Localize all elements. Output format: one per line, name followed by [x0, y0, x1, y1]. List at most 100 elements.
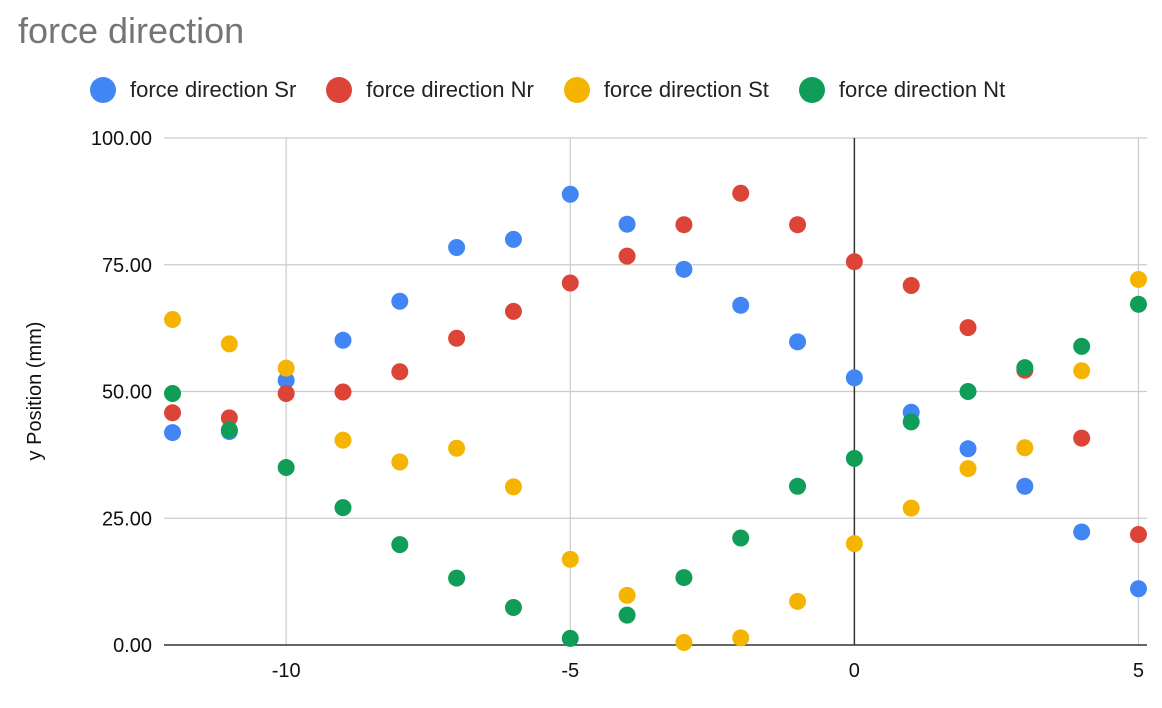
data-point[interactable]: [504, 598, 522, 616]
data-point[interactable]: [1129, 525, 1147, 543]
x-tick-label: 0: [849, 660, 860, 682]
data-point[interactable]: [1016, 477, 1034, 495]
data-point[interactable]: [448, 329, 466, 347]
y-tick-label: 0.00: [113, 635, 152, 657]
y-tick-label: 100.00: [91, 128, 152, 150]
data-point[interactable]: [902, 413, 920, 431]
data-point[interactable]: [504, 230, 522, 248]
data-point[interactable]: [789, 333, 807, 351]
data-point[interactable]: [1073, 523, 1091, 541]
legend-marker-st: [563, 77, 590, 103]
data-point[interactable]: [561, 274, 579, 292]
legend-label-nt: force direction Nt: [838, 77, 1006, 102]
legend-marker-sr: [90, 77, 116, 103]
data-point[interactable]: [561, 550, 579, 568]
data-point[interactable]: [391, 536, 409, 554]
data-point[interactable]: [334, 383, 352, 401]
data-point[interactable]: [845, 369, 863, 387]
series-3: [164, 295, 1147, 647]
data-point[interactable]: [675, 216, 693, 234]
x-tick-label: -10: [272, 660, 301, 682]
data-point[interactable]: [561, 185, 579, 203]
data-point[interactable]: [334, 431, 352, 449]
data-points: [164, 184, 1147, 651]
data-point[interactable]: [164, 311, 182, 329]
data-point[interactable]: [164, 385, 182, 403]
data-point[interactable]: [675, 260, 693, 278]
data-point[interactable]: [334, 331, 352, 349]
legend-item-sr[interactable]: force direction Sr: [90, 77, 296, 103]
legend-item-nt[interactable]: force direction Nt: [798, 77, 1006, 103]
y-tick-label: 50.00: [102, 382, 152, 404]
data-point[interactable]: [1073, 429, 1091, 447]
data-point[interactable]: [334, 499, 352, 517]
data-point[interactable]: [391, 292, 409, 310]
data-point[interactable]: [902, 277, 920, 295]
data-point[interactable]: [1073, 337, 1091, 355]
data-point[interactable]: [504, 478, 522, 496]
y-axis-label: y Position (mm): [24, 322, 46, 461]
data-point[interactable]: [220, 421, 238, 439]
data-point[interactable]: [561, 629, 579, 647]
data-point[interactable]: [675, 633, 693, 651]
legend-label-st: force direction St: [603, 77, 769, 102]
data-point[interactable]: [618, 606, 636, 624]
data-point[interactable]: [732, 629, 750, 647]
data-point[interactable]: [1016, 439, 1034, 457]
chart-legend: force direction Sr force direction Nr fo…: [90, 74, 1035, 106]
grid-lines: [164, 137, 1147, 645]
data-point[interactable]: [1129, 295, 1147, 313]
data-point[interactable]: [732, 529, 750, 547]
data-point[interactable]: [277, 459, 295, 477]
data-point[interactable]: [504, 302, 522, 320]
x-tick-label: -5: [561, 660, 579, 682]
data-point[interactable]: [789, 592, 807, 610]
data-point[interactable]: [789, 477, 807, 495]
y-tick-label: 75.00: [102, 255, 152, 277]
data-point[interactable]: [959, 460, 977, 478]
data-point[interactable]: [1016, 359, 1034, 377]
data-point[interactable]: [277, 359, 295, 377]
data-point[interactable]: [164, 424, 182, 442]
x-tick-label: 5: [1133, 660, 1144, 682]
data-point[interactable]: [902, 499, 920, 517]
series-1: [164, 184, 1147, 543]
legend-marker-nt: [798, 77, 825, 103]
legend-label-nr: force direction Nr: [366, 77, 534, 102]
data-point[interactable]: [959, 440, 977, 458]
data-point[interactable]: [618, 586, 636, 604]
legend-item-st[interactable]: force direction St: [563, 77, 769, 103]
chart-title: force direction: [18, 10, 245, 51]
data-point[interactable]: [845, 449, 863, 467]
data-point[interactable]: [845, 253, 863, 271]
axes: 0.00 25.00 50.00 75.00 100.00 -10 -5 0 5: [91, 128, 1147, 682]
series-2: [164, 270, 1147, 651]
data-point[interactable]: [391, 453, 409, 471]
data-point[interactable]: [732, 184, 750, 202]
legend-item-nr[interactable]: force direction Nr: [326, 77, 534, 103]
data-point[interactable]: [277, 371, 295, 389]
data-point[interactable]: [1073, 362, 1091, 380]
data-point[interactable]: [220, 409, 238, 427]
data-point[interactable]: [391, 363, 409, 381]
data-point[interactable]: [448, 439, 466, 457]
data-point[interactable]: [789, 216, 807, 234]
data-point[interactable]: [220, 335, 238, 353]
data-point[interactable]: [164, 404, 182, 422]
data-point[interactable]: [448, 239, 466, 257]
data-point[interactable]: [277, 385, 295, 403]
data-point[interactable]: [618, 215, 636, 233]
data-point[interactable]: [675, 569, 693, 587]
data-point[interactable]: [959, 319, 977, 337]
data-point[interactable]: [845, 535, 863, 553]
data-point[interactable]: [732, 296, 750, 314]
data-point[interactable]: [618, 247, 636, 265]
data-point[interactable]: [959, 383, 977, 400]
legend-marker-nr: [326, 77, 353, 103]
y-tick-label: 25.00: [102, 508, 152, 530]
data-point[interactable]: [1129, 270, 1147, 288]
data-point[interactable]: [1129, 580, 1147, 598]
legend-label-sr: force direction Sr: [130, 77, 297, 102]
data-point[interactable]: [448, 569, 466, 587]
